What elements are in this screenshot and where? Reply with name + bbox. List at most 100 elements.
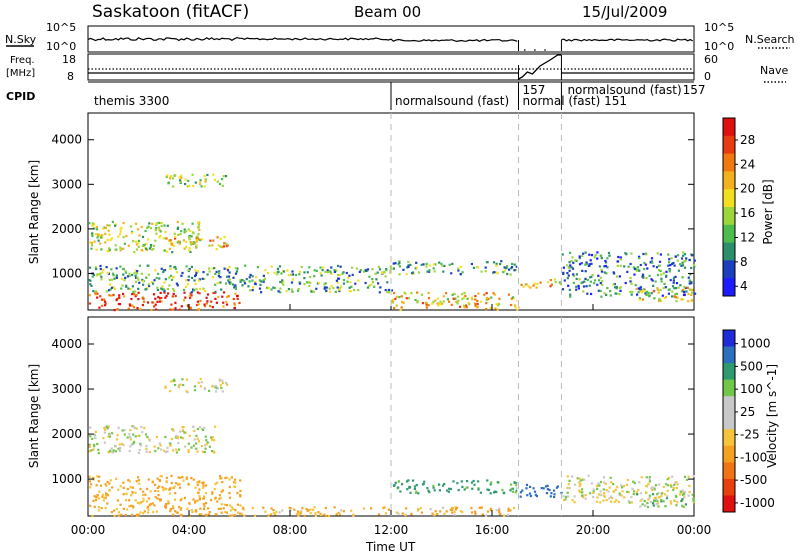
data-point (511, 296, 514, 299)
data-point (618, 293, 621, 296)
data-point (134, 491, 137, 494)
data-point (665, 483, 668, 486)
freq-right-tick-top: 60 (704, 53, 718, 66)
data-point (637, 268, 640, 272)
data-point (465, 306, 468, 309)
data-point (102, 268, 105, 271)
data-point (609, 290, 612, 293)
data-point (486, 488, 489, 491)
data-point (306, 281, 309, 284)
data-point (685, 290, 688, 293)
data-point (142, 512, 145, 515)
data-point (197, 279, 200, 282)
data-point (111, 486, 114, 489)
data-point (154, 489, 157, 493)
data-point (455, 506, 459, 509)
data-point (184, 178, 187, 181)
data-point (181, 378, 184, 381)
data-point (251, 279, 254, 282)
colorbar-swatch (723, 478, 735, 496)
data-point (118, 296, 121, 299)
data-point (88, 445, 91, 448)
data-point (571, 267, 575, 270)
data-point (115, 276, 118, 279)
data-point (664, 505, 667, 508)
data-point (208, 244, 211, 247)
data-point (300, 265, 303, 269)
data-point (604, 482, 607, 485)
data-point (270, 265, 273, 268)
data-point (559, 283, 562, 286)
data-point (285, 290, 288, 293)
data-point (88, 222, 91, 225)
data-point (433, 270, 436, 273)
data-point (603, 495, 606, 498)
data-point (214, 283, 217, 286)
data-point (664, 286, 667, 289)
data-point (144, 493, 147, 496)
data-point (605, 272, 608, 275)
data-point (661, 294, 664, 297)
data-point (224, 476, 227, 480)
data-point (231, 283, 235, 286)
data-point (141, 235, 145, 238)
data-point (655, 503, 658, 506)
data-point (616, 485, 619, 489)
data-point (432, 484, 435, 487)
data-point (104, 483, 107, 486)
data-point (203, 303, 206, 306)
data-point (152, 247, 155, 251)
data-point (127, 287, 130, 290)
data-point (489, 483, 492, 486)
data-point (109, 479, 112, 482)
data-point (307, 509, 310, 512)
data-point (118, 443, 121, 446)
data-point (379, 286, 382, 289)
data-point (262, 274, 265, 277)
data-point (184, 183, 187, 186)
data-point (204, 290, 207, 293)
freq-left-tick-top: 18 (62, 53, 76, 66)
data-point (115, 299, 118, 302)
data-point (371, 278, 374, 281)
data-point (179, 430, 182, 433)
data-point (366, 268, 370, 271)
data-point (591, 274, 594, 277)
data-point (309, 512, 312, 515)
data-point (178, 308, 181, 311)
data-point (498, 507, 501, 510)
data-point (494, 307, 497, 310)
data-point (652, 284, 655, 287)
data-point (338, 513, 341, 516)
data-point (203, 387, 206, 390)
data-point (436, 513, 439, 516)
data-point (314, 514, 317, 517)
data-point (165, 237, 168, 240)
data-point (93, 445, 96, 448)
data-point (568, 269, 571, 272)
data-point (641, 298, 644, 301)
data-point (495, 509, 498, 512)
data-point (330, 266, 333, 269)
data-point (113, 287, 116, 290)
data-point (129, 438, 132, 441)
data-point (223, 235, 226, 239)
data-point (166, 224, 169, 227)
colorbar-tick-label: 4 (740, 279, 748, 293)
data-point (620, 494, 623, 497)
data-point (239, 479, 242, 482)
data-point (653, 297, 656, 300)
colorbar-tick-label: 16 (740, 206, 755, 220)
data-point (459, 510, 462, 513)
data-point (425, 306, 428, 309)
data-point (236, 295, 239, 298)
data-point (352, 513, 355, 516)
data-point (348, 274, 351, 277)
data-point (194, 274, 197, 278)
data-point (326, 269, 329, 272)
data-point (313, 275, 316, 278)
data-point (122, 486, 125, 489)
data-point (532, 284, 535, 287)
data-point (416, 509, 420, 512)
data-point (100, 298, 104, 301)
